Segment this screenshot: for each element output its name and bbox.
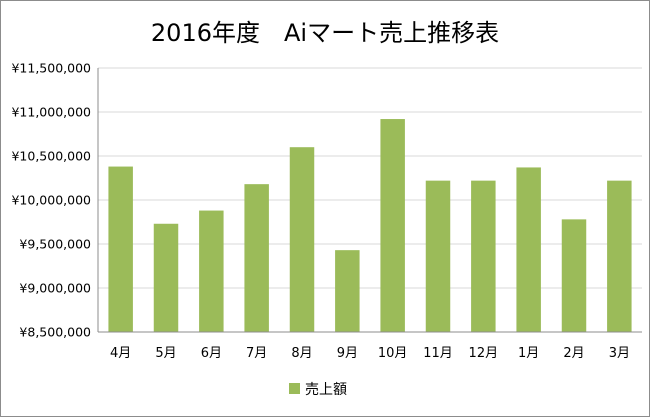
- x-tick-label: 1月: [518, 346, 539, 361]
- bar: [380, 119, 405, 332]
- x-tick-label: 5月: [155, 346, 176, 361]
- legend: 売上額: [289, 382, 347, 398]
- x-tick-label: 10月: [378, 346, 408, 361]
- x-tick-label: 2月: [563, 346, 584, 361]
- y-tick-label: ¥10,500,000: [11, 149, 91, 164]
- x-tick-labels: 4月 5月 6月 7月 8月 9月 10月 11月 12月 1月 2月 3月: [110, 346, 630, 361]
- legend-label: 売上額: [305, 382, 347, 398]
- bar: [108, 166, 133, 332]
- bar: [335, 250, 360, 332]
- x-tick-label: 7月: [246, 346, 267, 361]
- bar: [244, 184, 269, 332]
- bars: [108, 119, 632, 332]
- x-tick-label: 6月: [201, 346, 222, 361]
- bar: [289, 147, 315, 332]
- bar: [153, 223, 179, 332]
- y-tick-label: ¥11,500,000: [11, 61, 91, 76]
- y-tick-label: ¥9,500,000: [19, 237, 91, 252]
- x-tick-label: 12月: [469, 346, 499, 361]
- x-tick-label: 8月: [291, 346, 312, 361]
- bar: [471, 180, 496, 332]
- x-tick-label: 11月: [423, 346, 453, 361]
- chart-title: 2016年度 Aiマート売上推移表: [151, 19, 499, 47]
- bar: [199, 210, 224, 332]
- y-tick-label: ¥11,000,000: [11, 105, 91, 120]
- bar: [516, 167, 541, 332]
- axes: [97, 68, 642, 333]
- y-tick-label: ¥9,000,000: [19, 281, 91, 296]
- gridlines: [98, 67, 642, 289]
- bar: [425, 180, 451, 332]
- x-tick-label: 3月: [609, 346, 630, 361]
- bar: [607, 180, 632, 332]
- legend-swatch: [289, 383, 300, 394]
- bar: [561, 219, 587, 332]
- y-tick-labels: ¥8,500,000 ¥9,000,000 ¥9,500,000 ¥10,000,00…: [11, 61, 91, 340]
- y-tick-label: ¥10,000,000: [11, 193, 91, 208]
- x-tick-label: 9月: [337, 346, 358, 361]
- y-tick-label: ¥8,500,000: [19, 325, 91, 340]
- x-tick-label: 4月: [110, 346, 131, 361]
